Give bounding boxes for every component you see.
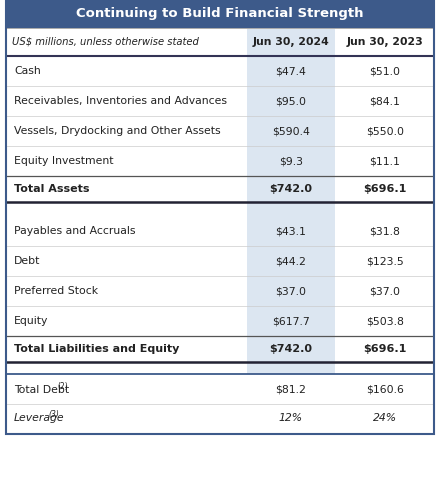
Text: $160.6: $160.6 — [366, 385, 404, 395]
Text: $550.0: $550.0 — [366, 126, 404, 136]
Text: $503.8: $503.8 — [366, 316, 404, 326]
Bar — [247, 56, 335, 86]
Text: $37.0: $37.0 — [370, 286, 400, 296]
Bar — [247, 146, 335, 176]
Text: Jun 30, 2024: Jun 30, 2024 — [253, 37, 330, 47]
Text: $47.4: $47.4 — [275, 66, 306, 76]
Bar — [247, 336, 335, 362]
Text: 12%: 12% — [279, 413, 303, 423]
Text: 24%: 24% — [373, 413, 397, 423]
Bar — [6, 0, 434, 434]
Text: Total Assets: Total Assets — [14, 184, 89, 194]
Text: $51.0: $51.0 — [370, 66, 400, 76]
Text: US$ millions, unless otherwise stated: US$ millions, unless otherwise stated — [12, 37, 199, 47]
Text: $31.8: $31.8 — [370, 226, 400, 236]
Bar — [247, 306, 335, 336]
Bar — [247, 362, 335, 374]
Text: $696.1: $696.1 — [363, 184, 407, 194]
Text: $617.7: $617.7 — [272, 316, 310, 326]
Text: $742.0: $742.0 — [269, 344, 312, 354]
Text: Payables and Accruals: Payables and Accruals — [14, 226, 136, 236]
Text: Vessels, Drydocking and Other Assets: Vessels, Drydocking and Other Assets — [14, 126, 220, 136]
Bar — [247, 176, 335, 202]
Text: $95.0: $95.0 — [275, 96, 307, 106]
Text: $37.0: $37.0 — [275, 286, 307, 296]
Text: Jun 30, 2023: Jun 30, 2023 — [347, 37, 423, 47]
Bar — [247, 246, 335, 276]
Bar — [247, 216, 335, 246]
Text: Equity: Equity — [14, 316, 48, 326]
Text: $590.4: $590.4 — [272, 126, 310, 136]
Text: $696.1: $696.1 — [363, 344, 407, 354]
Text: $123.5: $123.5 — [366, 256, 404, 266]
Bar — [247, 404, 335, 432]
Text: $9.3: $9.3 — [279, 156, 303, 166]
Bar — [6, 0, 434, 28]
Bar — [247, 116, 335, 146]
Text: $81.2: $81.2 — [275, 385, 306, 395]
Bar — [247, 202, 335, 216]
Text: Total Liabilities and Equity: Total Liabilities and Equity — [14, 344, 180, 354]
Text: $43.1: $43.1 — [275, 226, 306, 236]
Text: Total Debt: Total Debt — [14, 385, 69, 395]
Text: $84.1: $84.1 — [370, 96, 400, 106]
Text: Leverage: Leverage — [14, 413, 65, 423]
Text: (2): (2) — [57, 381, 68, 390]
Bar — [247, 28, 335, 56]
Bar — [6, 374, 434, 434]
Text: Receivables, Inventories and Advances: Receivables, Inventories and Advances — [14, 96, 227, 106]
Bar — [247, 376, 335, 404]
Text: $742.0: $742.0 — [269, 184, 312, 194]
Text: $44.2: $44.2 — [275, 256, 306, 266]
Bar — [247, 276, 335, 306]
Text: Preferred Stock: Preferred Stock — [14, 286, 98, 296]
Bar — [247, 86, 335, 116]
Text: Continuing to Build Financial Strength: Continuing to Build Financial Strength — [76, 7, 364, 20]
Text: $11.1: $11.1 — [370, 156, 400, 166]
Text: Debt: Debt — [14, 256, 40, 266]
Text: Equity Investment: Equity Investment — [14, 156, 114, 166]
Text: (3): (3) — [48, 410, 59, 419]
Text: Cash: Cash — [14, 66, 41, 76]
